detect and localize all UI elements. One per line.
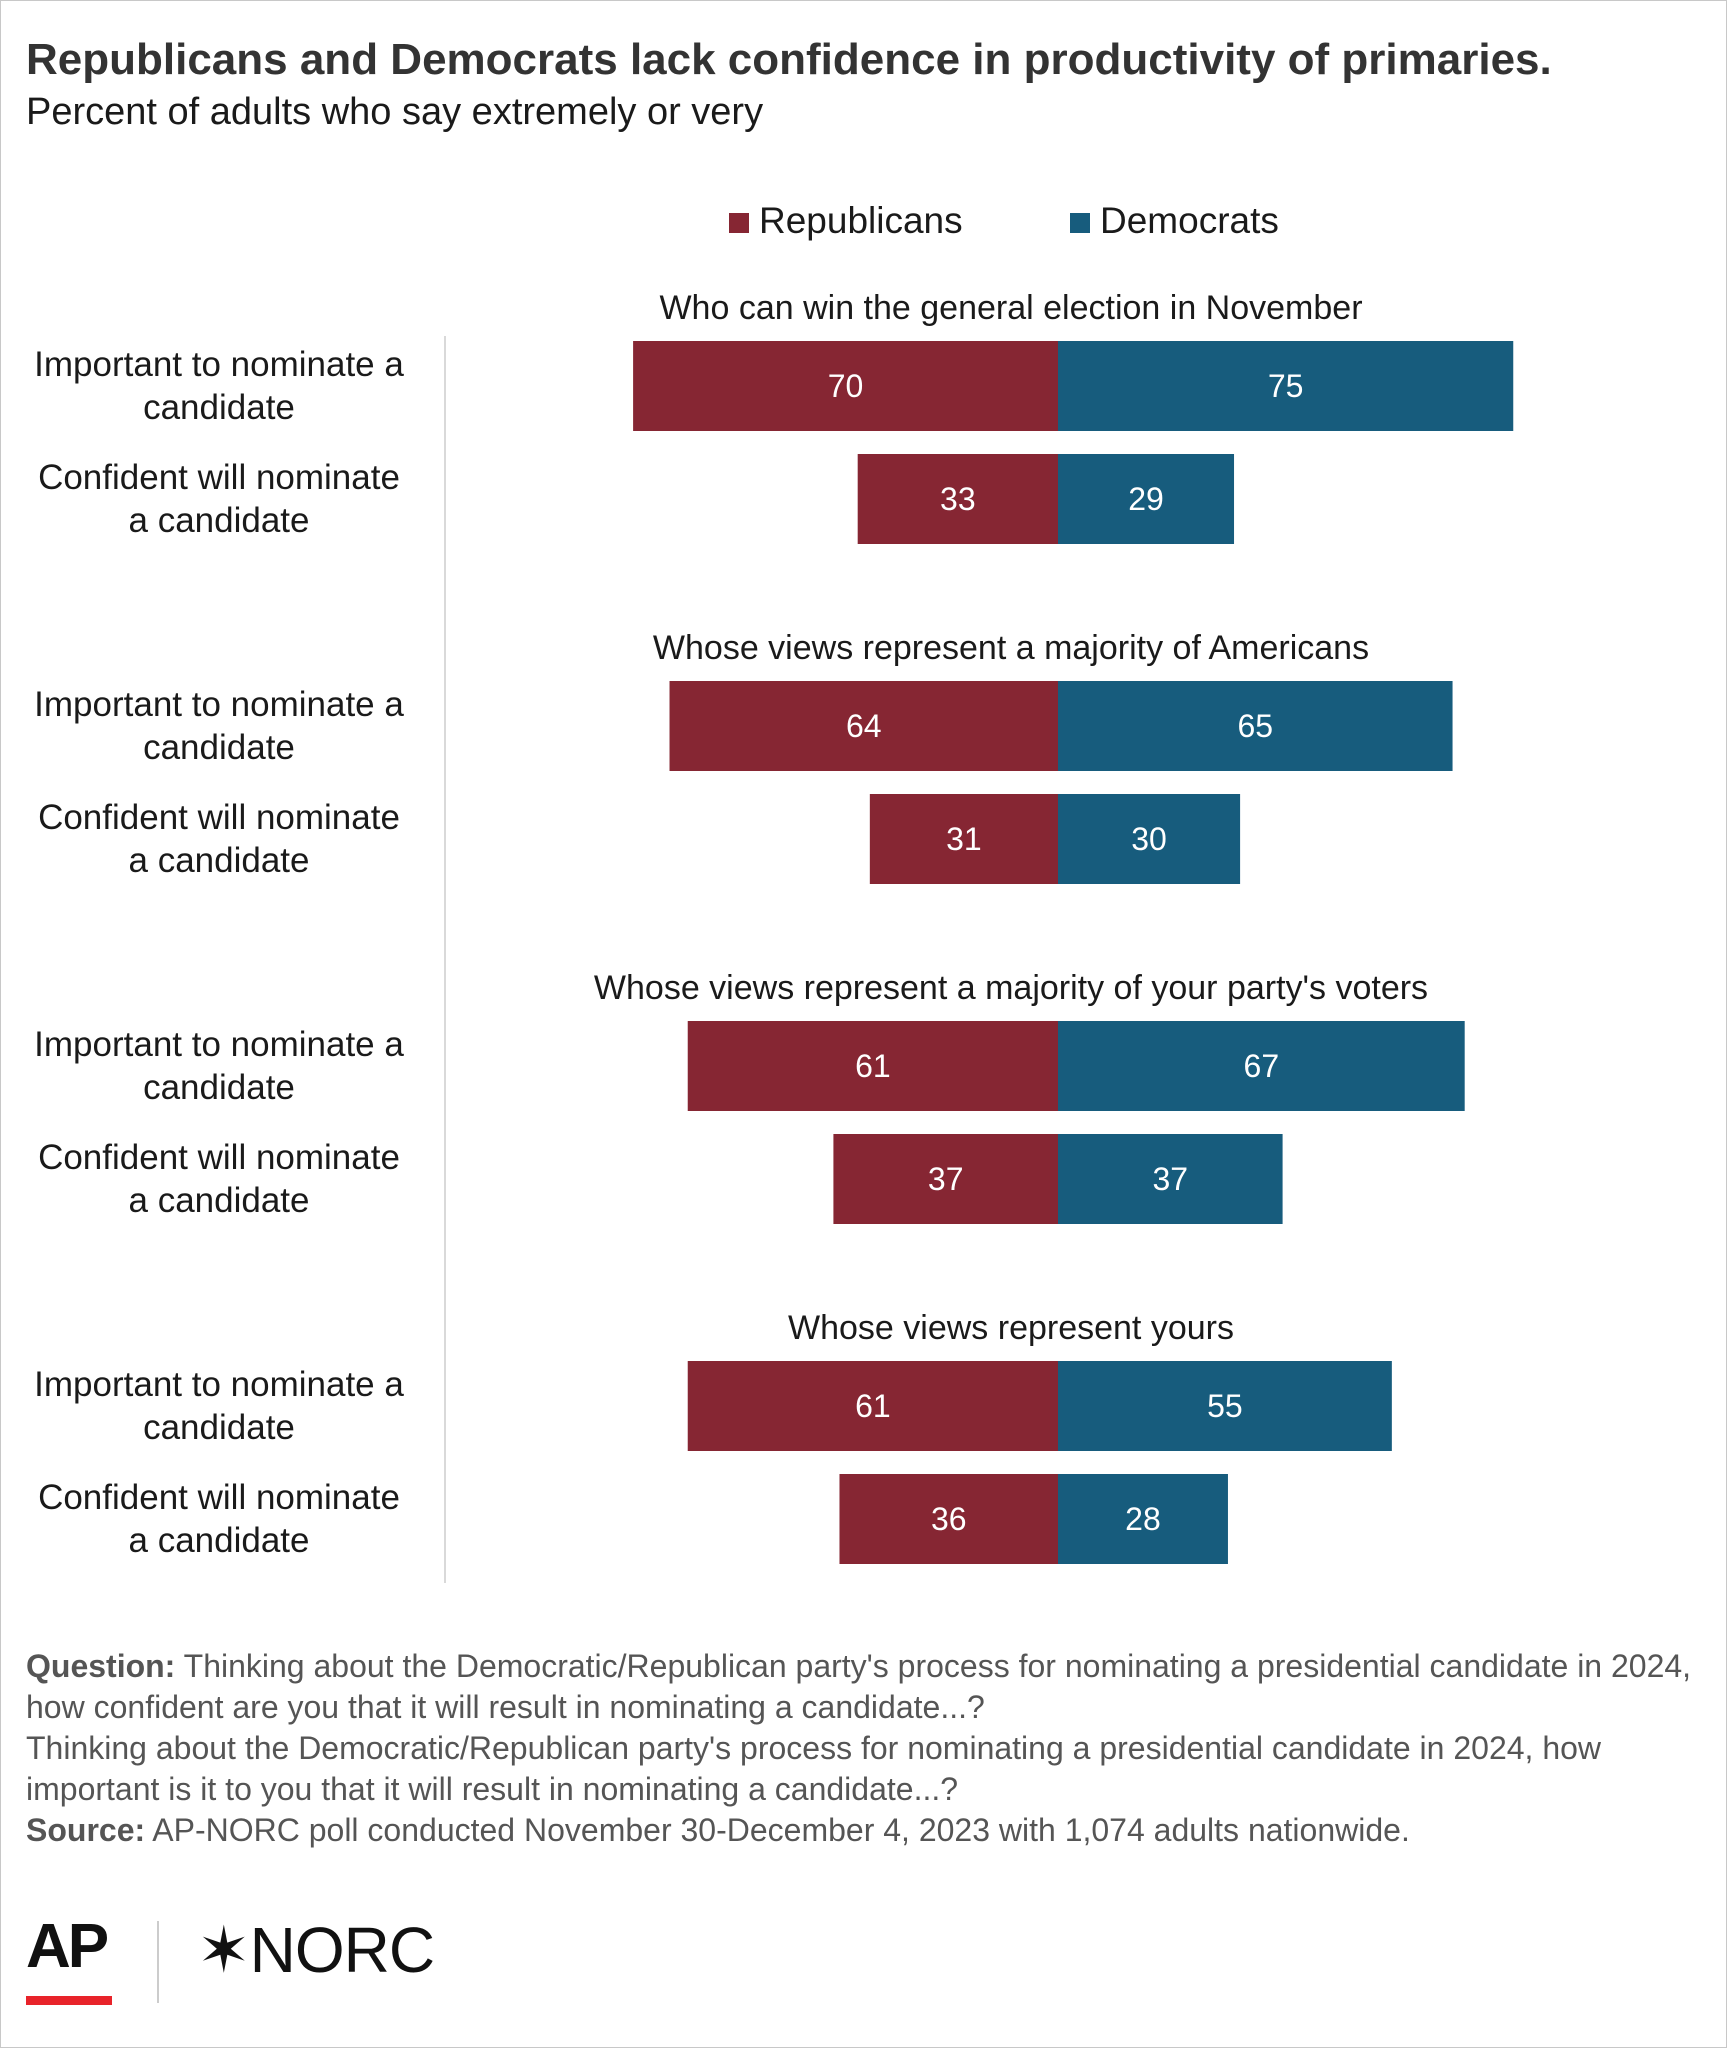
question-note-1: Question: Thinking about the Democratic/…: [26, 1646, 1706, 1728]
source-label: Source:: [26, 1812, 146, 1848]
bar-republicans-g4-r2: [839, 1474, 1058, 1564]
row-label-g1-r1: Important to nominate a candidate: [9, 343, 429, 429]
row-label-line: a candidate: [128, 1521, 310, 1560]
source-note: Source: AP-NORC poll conducted November …: [26, 1810, 1706, 1851]
row-label-g4-r2: Confident will nominate a candidate: [9, 1476, 429, 1562]
question-text-2: Thinking about the Democratic/Republican…: [26, 1730, 1602, 1807]
bar-republicans-g1-r1: [633, 341, 1058, 431]
value-label-democrats-g4-r2: 28: [1125, 1501, 1161, 1537]
bar-republicans-g3-r1: [687, 1021, 1058, 1111]
value-label-democrats-g4-r1: 55: [1207, 1388, 1243, 1424]
value-label-democrats-g2-r1: 65: [1237, 708, 1273, 744]
bar-democrats-g4-r1: [1058, 1361, 1392, 1451]
group-title-2: Whose views represent a majority of Amer…: [653, 629, 1369, 667]
value-label-democrats-g3-r1: 67: [1244, 1048, 1280, 1084]
value-label-republicans-g3-r2: 37: [928, 1161, 964, 1197]
group-title-1: Who can win the general election in Nove…: [659, 289, 1362, 327]
diverging-bar-chart: Republicans Democrats Who can win the gene…: [444, 200, 1514, 1583]
row-label-line: Confident will nominate: [38, 1138, 400, 1177]
value-label-democrats-g1-r2: 29: [1128, 481, 1164, 517]
bar-republicans-g1-r2: [857, 454, 1058, 544]
row-label-g4-r1: Important to nominate a candidate: [9, 1363, 429, 1449]
ap-logo-underline: [26, 1996, 112, 2005]
bar-republicans-g2-r2: [869, 794, 1058, 884]
legend-swatch-democrats: [1070, 213, 1090, 233]
chart-notes: Question: Thinking about the Democratic/…: [26, 1646, 1706, 1851]
value-label-republicans-g1-r1: 70: [828, 368, 864, 404]
value-label-democrats-g2-r2: 30: [1131, 821, 1167, 857]
row-label-line: candidate: [143, 388, 295, 427]
bar-democrats-g1-r1: [1058, 341, 1514, 431]
logos: AP ✶NORC: [1, 1901, 701, 2021]
bar-democrats-g2-r1: [1058, 681, 1453, 771]
row-label-line: a candidate: [128, 501, 310, 540]
row-label-line: a candidate: [128, 1181, 310, 1220]
row-label-g2-r1: Important to nominate a candidate: [9, 683, 429, 769]
chart-title: Republicans and Democrats lack confidenc…: [26, 35, 1552, 84]
ap-logo: AP: [26, 1912, 109, 1981]
row-label-g2-r2: Confident will nominate a candidate: [9, 796, 429, 882]
source-text: AP-NORC poll conducted November 30-Decem…: [152, 1812, 1410, 1848]
group-title-3: Whose views represent a majority of your…: [594, 969, 1428, 1007]
group-title-4: Whose views represent yours: [788, 1309, 1234, 1347]
norc-wordmark: NORC: [249, 1914, 435, 1986]
row-label-line: Important to nominate a: [34, 1025, 404, 1064]
question-label: Question:: [26, 1648, 176, 1684]
row-label-line: candidate: [143, 728, 295, 767]
logo-divider: [157, 1921, 159, 2003]
row-label-g3-r2: Confident will nominate a candidate: [9, 1136, 429, 1222]
row-label-line: candidate: [143, 1408, 295, 1447]
bar-republicans-g3-r2: [833, 1134, 1058, 1224]
value-label-republicans-g4-r1: 61: [855, 1388, 891, 1424]
value-label-republicans-g2-r2: 31: [946, 821, 982, 857]
value-label-republicans-g2-r1: 64: [846, 708, 882, 744]
row-label-line: candidate: [143, 1068, 295, 1107]
row-label-line: Confident will nominate: [38, 798, 400, 837]
chart-subtitle: Percent of adults who say extremely or v…: [26, 91, 764, 133]
row-label-line: Confident will nominate: [38, 458, 400, 497]
row-label-line: Important to nominate a: [34, 685, 404, 724]
value-label-republicans-g3-r1: 61: [855, 1048, 891, 1084]
value-label-democrats-g1-r1: 75: [1268, 368, 1304, 404]
question-text-1: Thinking about the Democratic/Republican…: [26, 1648, 1692, 1725]
bar-democrats-g3-r2: [1058, 1134, 1283, 1224]
row-label-line: Important to nominate a: [34, 345, 404, 384]
norc-logo: ✶NORC: [197, 1913, 435, 1988]
norc-star-icon: ✶: [197, 1914, 251, 1986]
row-label-line: Confident will nominate: [38, 1478, 400, 1517]
bar-republicans-g4-r1: [687, 1361, 1058, 1451]
row-label-line: a candidate: [128, 841, 310, 880]
legend-swatch-republicans: [729, 213, 749, 233]
bar-democrats-g4-r2: [1058, 1474, 1228, 1564]
row-label-g1-r2: Confident will nominate a candidate: [9, 456, 429, 542]
value-label-republicans-g4-r2: 36: [931, 1501, 967, 1537]
legend-label-democrats: Democrats: [1100, 200, 1279, 241]
value-label-republicans-g1-r2: 33: [940, 481, 976, 517]
bar-republicans-g2-r1: [669, 681, 1058, 771]
legend-label-republicans: Republicans: [759, 200, 963, 241]
bar-democrats-g2-r2: [1058, 794, 1241, 884]
bar-democrats-g3-r1: [1058, 1021, 1465, 1111]
row-label-g3-r1: Important to nominate a candidate: [9, 1023, 429, 1109]
row-label-line: Important to nominate a: [34, 1365, 404, 1404]
value-label-democrats-g3-r2: 37: [1152, 1161, 1188, 1197]
bar-democrats-g1-r2: [1058, 454, 1235, 544]
